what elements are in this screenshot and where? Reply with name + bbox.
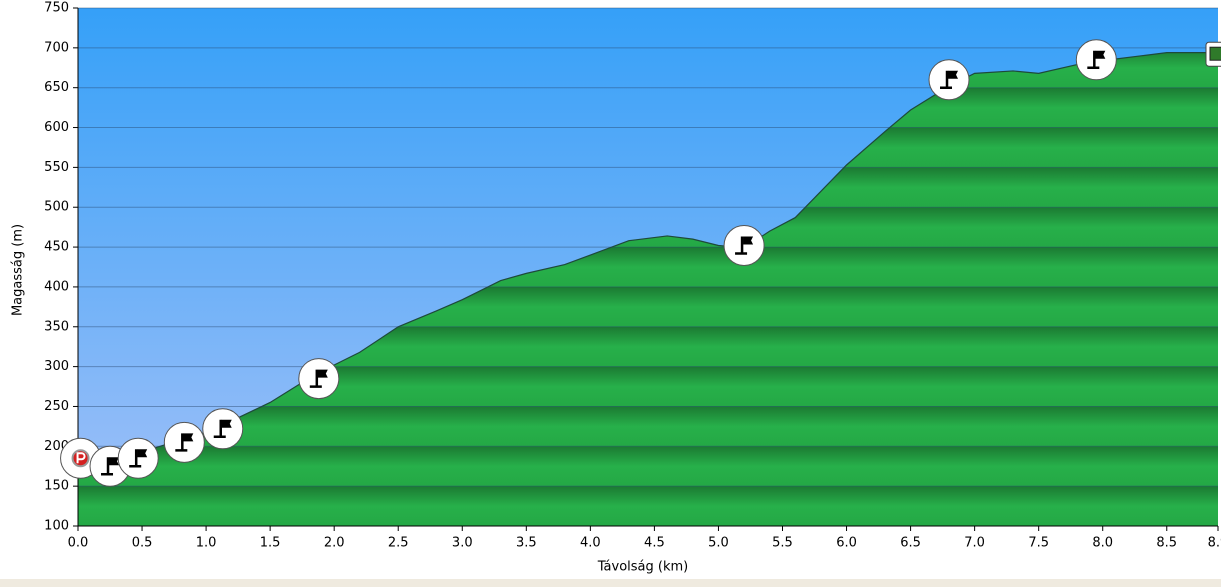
x-tick-label: 4.5 xyxy=(644,536,665,551)
flag-icon xyxy=(309,369,322,388)
finish-sign xyxy=(1209,46,1221,61)
waypoint-circle xyxy=(298,358,340,400)
y-tick-label: 250 xyxy=(44,399,69,414)
x-tick-label: 2.0 xyxy=(324,536,345,551)
flag-cloth xyxy=(109,457,120,466)
waypoint-circle xyxy=(928,59,970,101)
waypoint xyxy=(1075,39,1117,81)
y-tick-label: 450 xyxy=(44,240,69,255)
flag-cloth xyxy=(221,419,232,428)
waypoint xyxy=(723,224,765,266)
waypoint xyxy=(298,358,340,400)
footer-bar xyxy=(0,579,1221,587)
x-tick-label: 7.5 xyxy=(1028,536,1049,551)
area-band xyxy=(78,446,1218,487)
x-tick-label: 8.5 xyxy=(1156,536,1177,551)
x-tick-label: 5.5 xyxy=(772,536,793,551)
flag-cloth xyxy=(743,236,754,245)
y-tick-label: 300 xyxy=(44,359,69,374)
parking-letter xyxy=(76,452,86,464)
flag-icon xyxy=(129,449,142,468)
y-tick-label: 100 xyxy=(44,519,69,534)
flag-cloth xyxy=(948,70,959,79)
x-tick-label: 3.0 xyxy=(452,536,473,551)
flag-cloth xyxy=(317,369,328,378)
x-tick-label: 7.0 xyxy=(964,536,985,551)
flag-icon xyxy=(735,236,748,255)
x-tick-label: 1.0 xyxy=(196,536,217,551)
x-tick-label: 6.5 xyxy=(900,536,921,551)
waypoint-circle xyxy=(202,408,244,450)
flag-icon xyxy=(1087,50,1100,70)
x-tick-label: 4.0 xyxy=(580,536,601,551)
y-tick-label: 350 xyxy=(44,319,69,334)
waypoint-circle xyxy=(1075,39,1117,81)
area-band xyxy=(78,406,1218,447)
elevation-line xyxy=(77,52,1218,465)
y-tick-label: 550 xyxy=(44,160,69,175)
flag-icon xyxy=(175,433,188,452)
waypoint xyxy=(163,421,205,463)
x-tick-label: 8.0 xyxy=(1092,536,1113,551)
y-tick-label: 150 xyxy=(44,479,69,494)
x-tick-label: 0.0 xyxy=(68,536,89,551)
y-tick-label: 500 xyxy=(44,200,69,215)
x-tick-label: 1.5 xyxy=(260,536,281,551)
waypoint xyxy=(1205,41,1221,67)
waypoint-circle xyxy=(117,437,159,479)
y-axis-label: Magasság (m) xyxy=(11,224,26,316)
y-tick-label: 700 xyxy=(44,40,69,55)
x-tick-label: 8.9 xyxy=(1208,536,1221,551)
y-tick-label: 400 xyxy=(44,279,69,294)
flag-icon xyxy=(213,419,226,439)
flag-cloth xyxy=(137,449,148,458)
y-tick-label: 650 xyxy=(44,80,69,95)
x-axis-label: Távolság (km) xyxy=(597,560,688,575)
flag-icon xyxy=(940,70,953,89)
y-tick-label: 750 xyxy=(44,1,69,16)
flag-cloth xyxy=(183,433,194,442)
x-tick-label: 0.5 xyxy=(132,536,153,551)
flag-icon xyxy=(101,457,114,476)
x-tick-label: 2.5 xyxy=(388,536,409,551)
plot-area xyxy=(77,7,1218,527)
waypoint xyxy=(202,408,244,450)
x-tick-label: 3.5 xyxy=(516,536,537,551)
x-tick-label: 5.0 xyxy=(708,536,729,551)
waypoint xyxy=(117,437,159,479)
y-tick-label: 600 xyxy=(44,120,69,135)
waypoint-circle xyxy=(723,224,765,266)
waypoint-circle xyxy=(163,421,205,463)
axes xyxy=(77,8,1218,527)
waypoint xyxy=(928,59,970,101)
x-tick-label: 6.0 xyxy=(836,536,857,551)
flag-cloth xyxy=(1095,50,1106,59)
area-band xyxy=(78,486,1218,526)
